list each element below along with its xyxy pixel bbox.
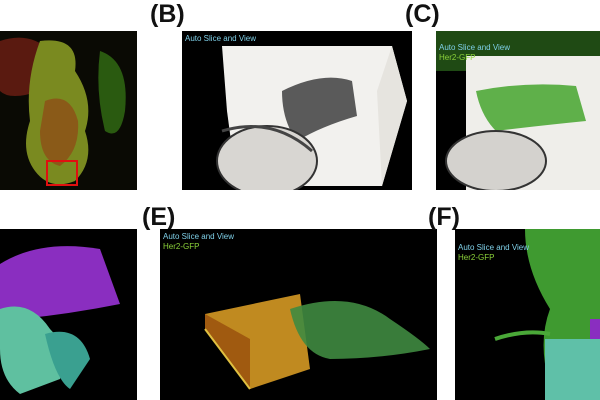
- caption-auto-slice-view: Auto Slice and View: [185, 34, 257, 43]
- panel-a-fluorescence-image: [0, 31, 137, 190]
- segmentation-graphic: [0, 246, 120, 394]
- caption-auto-slice-view: Auto Slice and View: [163, 232, 235, 241]
- panel-b-fib-sem-volume: Auto Slice and View: [182, 31, 412, 190]
- closeup-graphic: [494, 229, 600, 400]
- panel-e-3d-render: Auto Slice and View Her2-GFP: [160, 229, 437, 400]
- caption-auto-slice-view: Auto Slice and View: [458, 243, 530, 252]
- cell-fluorescence-graphic: [0, 31, 137, 190]
- roi-box: [46, 160, 78, 186]
- panel-label-c: (C): [405, 0, 440, 28]
- panel-label-b: (B): [150, 0, 185, 28]
- caption-auto-slice-view: Auto Slice and View: [439, 43, 511, 52]
- caption-her2-gfp: Her2-GFP: [439, 53, 476, 62]
- panel-label-f: (F): [428, 203, 460, 231]
- caption-her2-gfp: Her2-GFP: [458, 253, 495, 262]
- panel-d-segmentation: [0, 229, 137, 400]
- sem-volume-graphic: [216, 46, 407, 190]
- caption-her2-gfp: Her2-GFP: [163, 242, 200, 251]
- panel-c-overlay: Auto Slice and View Her2-GFP: [436, 31, 600, 190]
- panel-f-overlay-closeup: Auto Slice and View Her2-GFP: [455, 229, 600, 400]
- overlay-graphic: [436, 31, 600, 190]
- panel-label-e: (E): [142, 203, 176, 231]
- render-graphic: [204, 294, 430, 390]
